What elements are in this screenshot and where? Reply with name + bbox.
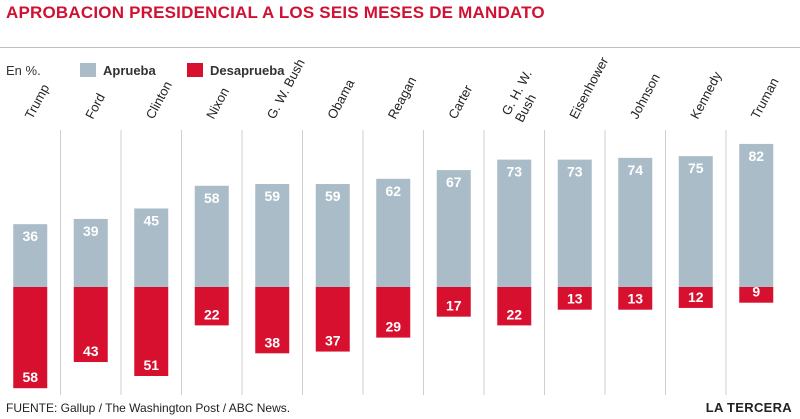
- category-label-eisenhower: Eisenhower: [566, 54, 611, 122]
- approve-value-g-w-bush: 59: [264, 188, 280, 204]
- disapprove-bar-truman: [739, 287, 774, 303]
- disapprove-bar-g-w-bush: [255, 287, 290, 354]
- disapprove-bar-ford: [73, 287, 108, 363]
- disapprove-value-kennedy: 12: [688, 289, 704, 305]
- approve-value-reagan: 62: [385, 183, 401, 199]
- disapprove-value-nixon: 22: [204, 306, 220, 322]
- approval-bar-chart: Trump 36 58 Ford 39 43 Clinton 45 51 Nixon 58 22 G. …: [13, 54, 782, 395]
- disapprove-bar-g-h-w-bush: [497, 287, 532, 326]
- disapprove-value-obama: 37: [325, 333, 341, 349]
- disapprove-value-carter: 17: [446, 298, 462, 314]
- disapprove-value-truman: 9: [752, 284, 760, 300]
- category-label-nixon: Nixon: [203, 85, 232, 121]
- disapprove-bar-clinton: [134, 287, 169, 376]
- approve-bar-g-w-bush: [255, 184, 290, 287]
- approve-bar-carter: [436, 170, 471, 287]
- source-note: FUENTE: Gallup / The Washington Post / A…: [6, 401, 291, 415]
- approve-value-kennedy: 75: [688, 160, 704, 176]
- chart-title: APROBACION PRESIDENCIAL A LOS SEIS MESES…: [6, 3, 545, 22]
- disapprove-value-g-h-w-bush: 22: [506, 306, 522, 322]
- approve-value-clinton: 45: [143, 212, 159, 228]
- approve-value-carter: 67: [446, 174, 462, 190]
- legend-approve: Aprueba: [80, 62, 156, 78]
- disapprove-value-ford: 43: [83, 343, 99, 359]
- approve-bar-ford: [73, 218, 108, 287]
- category-label-ford: Ford: [82, 91, 108, 122]
- legend-disapprove-label: Desaprueba: [210, 62, 285, 78]
- approve-bar-nixon: [194, 185, 229, 287]
- category-label-truman: Truman: [748, 75, 782, 121]
- approve-value-nixon: 58: [204, 190, 220, 206]
- approve-bar-reagan: [376, 178, 411, 287]
- disapprove-value-johnson: 13: [627, 291, 643, 307]
- category-label-reagan: Reagan: [385, 74, 420, 121]
- title-divider: [0, 47, 800, 48]
- legend-disapprove-swatch: [187, 63, 203, 77]
- disapprove-value-eisenhower: 13: [567, 291, 583, 307]
- legend-approve-label: Aprueba: [103, 62, 156, 78]
- approve-bar-obama: [315, 184, 350, 287]
- category-label-clinton: Clinton: [143, 79, 175, 122]
- disapprove-bar-kennedy: [678, 287, 713, 308]
- approve-bar-kennedy: [678, 156, 713, 287]
- approve-bar-eisenhower: [557, 159, 592, 287]
- approve-bar-trump: [13, 224, 48, 287]
- category-label-trump: Trump: [22, 82, 53, 122]
- unit-label: En %.: [6, 63, 41, 78]
- disapprove-bar-eisenhower: [557, 287, 592, 310]
- approve-value-eisenhower: 73: [567, 164, 583, 180]
- category-label-kennedy: Kennedy: [687, 69, 725, 122]
- disapprove-bar-carter: [436, 287, 471, 317]
- approve-value-truman: 82: [748, 148, 764, 164]
- approve-value-ford: 39: [83, 223, 99, 239]
- legend-approve-swatch: [80, 63, 96, 77]
- disapprove-bar-nixon: [194, 287, 229, 326]
- disapprove-value-trump: 58: [22, 369, 38, 385]
- legend-disapprove: Desaprueba: [187, 62, 284, 78]
- brand-logo-text: LA TERCERA: [705, 400, 792, 415]
- approve-value-trump: 36: [22, 228, 38, 244]
- disapprove-value-reagan: 29: [385, 319, 401, 335]
- category-label-g-w-bush: G. W. Bush: [264, 56, 308, 121]
- approve-value-johnson: 74: [627, 162, 643, 178]
- approve-bar-johnson: [618, 157, 653, 287]
- disapprove-value-g-w-bush: 38: [264, 334, 280, 350]
- category-label-johnson: Johnson: [627, 71, 663, 121]
- approve-bar-clinton: [134, 208, 169, 287]
- disapprove-bar-johnson: [618, 287, 653, 310]
- disapprove-bar-obama: [315, 287, 350, 352]
- approve-bar-truman: [739, 143, 774, 287]
- disapprove-bar-reagan: [376, 287, 411, 338]
- category-label-g-h-w-bush: G. H. W.Bush: [499, 67, 549, 124]
- approve-bar-g-h-w-bush: [497, 159, 532, 287]
- approve-value-obama: 59: [325, 188, 341, 204]
- category-label-obama: Obama: [324, 76, 358, 121]
- disapprove-bar-trump: [13, 287, 48, 389]
- category-label-carter: Carter: [445, 82, 476, 122]
- disapprove-value-clinton: 51: [143, 357, 159, 373]
- approve-value-g-h-w-bush: 73: [506, 164, 522, 180]
